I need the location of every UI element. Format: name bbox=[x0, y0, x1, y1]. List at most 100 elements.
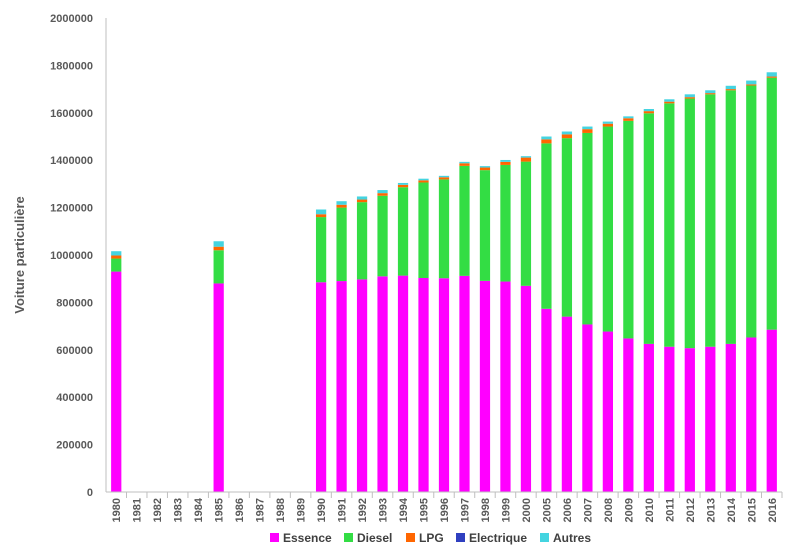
bar-essence bbox=[561, 316, 573, 492]
bar-lpg bbox=[582, 129, 593, 133]
bar-diesel bbox=[479, 170, 491, 281]
bar-essence bbox=[725, 343, 736, 492]
x-tick-label: 1981 bbox=[132, 498, 144, 522]
bar-autres bbox=[377, 190, 388, 194]
bar-autres bbox=[705, 90, 716, 94]
x-tick-label: 2008 bbox=[603, 498, 615, 522]
x-tick-label: 1994 bbox=[398, 497, 410, 522]
x-tick-label: 1988 bbox=[275, 498, 287, 522]
x-tick-label: 1980 bbox=[111, 498, 123, 522]
legend-label: Essence bbox=[283, 531, 332, 545]
bar-lpg bbox=[397, 184, 409, 188]
y-tick-label: 800000 bbox=[56, 297, 93, 309]
bar-diesel bbox=[418, 182, 429, 278]
legend-label: Electrique bbox=[469, 531, 527, 545]
bar-lpg bbox=[479, 167, 491, 171]
bar-diesel bbox=[213, 250, 224, 284]
x-tick-label: 2007 bbox=[582, 498, 594, 522]
x-tick-label: 1982 bbox=[152, 498, 164, 522]
bar-autres bbox=[766, 72, 777, 77]
bar-essence bbox=[684, 348, 695, 492]
bar-diesel bbox=[377, 195, 388, 277]
bar-diesel bbox=[684, 98, 695, 349]
y-tick-label: 1000000 bbox=[50, 250, 93, 262]
y-tick-label: 1400000 bbox=[50, 155, 93, 167]
bar-diesel bbox=[541, 143, 552, 309]
bar-lpg bbox=[602, 123, 613, 127]
bar-lpg bbox=[213, 246, 224, 251]
bar-essence bbox=[664, 346, 675, 492]
bar-essence bbox=[623, 338, 634, 492]
bar-essence bbox=[213, 283, 224, 492]
y-tick-label: 1800000 bbox=[50, 60, 93, 72]
y-axis-ticks: 0 200000 400000 600000 800000 1000000 1200000 1… bbox=[50, 13, 93, 499]
bar-essence bbox=[643, 343, 654, 492]
x-tick-label: 1990 bbox=[316, 498, 328, 522]
x-axis-ticks: 1980 1981 1982 1983 1984 1985 1986 1987 1988 1989… bbox=[111, 492, 783, 522]
bar-essence bbox=[459, 275, 470, 492]
bar-diesel bbox=[746, 85, 757, 338]
bar-diesel bbox=[602, 126, 613, 332]
y-tick-label: 1200000 bbox=[50, 203, 93, 215]
x-tick-label: 1999 bbox=[500, 498, 512, 522]
x-tick-label: 1991 bbox=[337, 498, 349, 522]
y-tick-label: 400000 bbox=[56, 392, 93, 404]
bar-lpg bbox=[561, 134, 573, 139]
bar-lpg bbox=[541, 139, 552, 144]
bar-autres bbox=[438, 175, 450, 178]
x-tick-label: 1992 bbox=[357, 498, 369, 522]
y-tick-label: 600000 bbox=[56, 345, 93, 357]
x-tick-label: 1983 bbox=[173, 498, 185, 522]
bar-autres bbox=[459, 161, 470, 164]
bar-essence bbox=[766, 329, 777, 492]
bar-diesel bbox=[336, 207, 347, 282]
x-tick-label: 1984 bbox=[193, 497, 205, 522]
bar-autres bbox=[664, 99, 675, 102]
bar-autres bbox=[643, 109, 654, 112]
bar-essence bbox=[500, 281, 511, 492]
bar-lpg bbox=[746, 84, 757, 86]
legend-label: LPG bbox=[419, 531, 444, 545]
x-tick-label: 2011 bbox=[664, 498, 676, 522]
bar-diesel bbox=[438, 179, 450, 279]
plot-area bbox=[111, 72, 777, 492]
legend-swatch bbox=[270, 533, 279, 542]
bar-lpg bbox=[664, 101, 675, 104]
bar-essence bbox=[111, 271, 122, 492]
bar-lpg bbox=[438, 177, 450, 180]
bar-lpg bbox=[684, 97, 695, 99]
bar-autres bbox=[582, 126, 593, 130]
bar-essence bbox=[356, 279, 368, 492]
x-tick-label: 1995 bbox=[419, 498, 431, 522]
bar-autres bbox=[684, 94, 695, 98]
bar-lpg bbox=[725, 89, 736, 91]
bar-diesel bbox=[561, 138, 573, 317]
x-tick-label: 1987 bbox=[255, 498, 267, 522]
bar-essence bbox=[479, 280, 491, 492]
bar-diesel bbox=[643, 113, 654, 344]
bar-autres bbox=[746, 80, 757, 85]
bar-essence bbox=[705, 346, 716, 492]
x-tick-label: 1996 bbox=[439, 498, 451, 522]
bar-autres bbox=[356, 196, 368, 200]
bar-essence bbox=[541, 308, 552, 492]
bar-lpg bbox=[336, 204, 347, 208]
bar-autres bbox=[602, 121, 613, 124]
bar-autres bbox=[315, 209, 327, 215]
bar-diesel bbox=[623, 120, 634, 339]
bar-autres bbox=[541, 136, 552, 140]
bar-essence bbox=[746, 337, 757, 492]
bar-autres bbox=[479, 166, 491, 168]
bar-lpg bbox=[377, 193, 388, 196]
bar-diesel bbox=[725, 90, 736, 344]
y-tick-label: 200000 bbox=[56, 440, 93, 452]
bar-autres bbox=[397, 182, 409, 185]
bar-lpg bbox=[705, 93, 716, 95]
y-tick-label: 0 bbox=[87, 487, 93, 499]
bar-lpg bbox=[356, 199, 368, 203]
bar-essence bbox=[397, 275, 409, 492]
bar-essence bbox=[377, 276, 388, 492]
bar-diesel bbox=[582, 132, 593, 325]
x-tick-label: 1993 bbox=[378, 498, 390, 522]
